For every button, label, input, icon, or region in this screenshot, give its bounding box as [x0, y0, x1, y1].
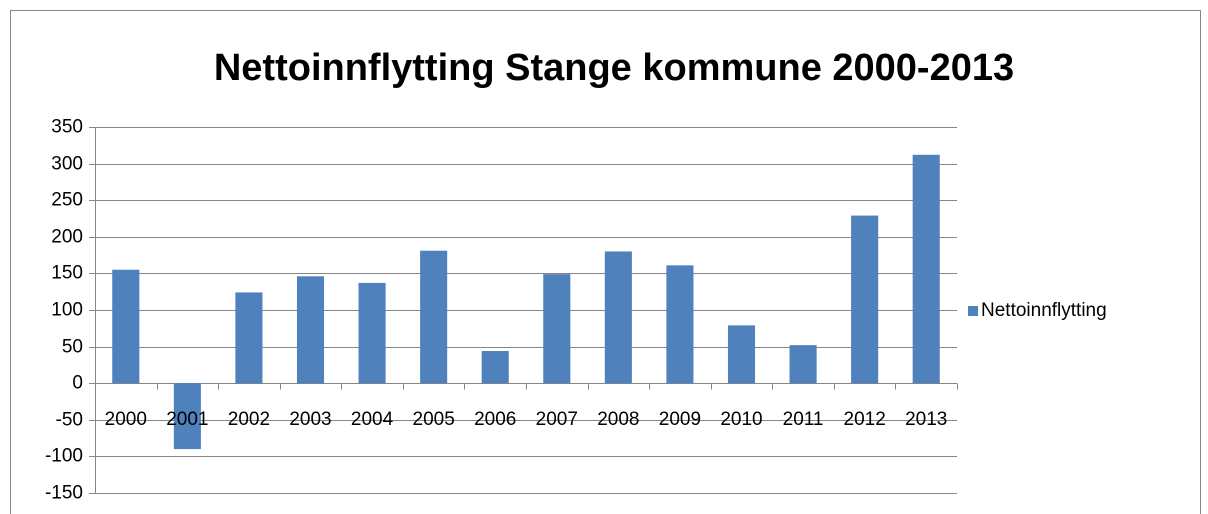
bar — [173, 383, 201, 450]
bar — [789, 345, 817, 384]
x-tick-label: 2009 — [659, 409, 701, 430]
bar — [112, 269, 140, 384]
x-tick-label: 2013 — [905, 409, 947, 430]
chart-title: Nettoinnflytting Stange kommune 2000-201… — [214, 47, 1014, 89]
x-tick-label: 2006 — [474, 409, 516, 430]
legend-swatch — [968, 306, 978, 316]
y-tick-label: -50 — [56, 410, 83, 431]
bar — [296, 276, 325, 384]
y-tick-label: 100 — [51, 300, 83, 321]
bar — [420, 250, 448, 384]
x-tick-label: 2001 — [166, 409, 208, 430]
y-tick-label: 300 — [51, 154, 83, 175]
x-tick-label: 2005 — [413, 409, 455, 430]
y-tick-label: 0 — [72, 373, 83, 394]
x-tick-label: 2012 — [844, 409, 886, 430]
y-tick-label: 350 — [51, 117, 83, 138]
y-tick-label: 250 — [51, 190, 83, 211]
bar — [851, 215, 879, 384]
bar — [727, 325, 756, 384]
bar — [912, 154, 940, 384]
legend-label: Nettoinnflytting — [981, 300, 1107, 321]
y-tick-label: 150 — [51, 263, 83, 284]
x-tick-label: 2003 — [289, 409, 331, 430]
x-tick-label: 2002 — [228, 409, 270, 430]
y-tick-label: 50 — [62, 337, 83, 358]
bar — [481, 350, 509, 384]
bar — [604, 251, 632, 384]
bar — [235, 292, 263, 384]
bar — [666, 265, 694, 384]
x-tick-label: 2011 — [783, 409, 824, 430]
x-tick-label: 2004 — [351, 409, 394, 430]
bar — [358, 282, 386, 384]
x-tick-label: 2010 — [720, 409, 762, 430]
bar — [543, 274, 571, 384]
x-tick-label: 2008 — [597, 409, 639, 430]
x-tick-label: 2000 — [105, 409, 147, 430]
y-tick-label: 200 — [51, 227, 83, 248]
y-tick-label: -100 — [45, 446, 83, 467]
x-tick-label: 2007 — [536, 409, 578, 430]
y-tick-label: -150 — [45, 483, 83, 504]
